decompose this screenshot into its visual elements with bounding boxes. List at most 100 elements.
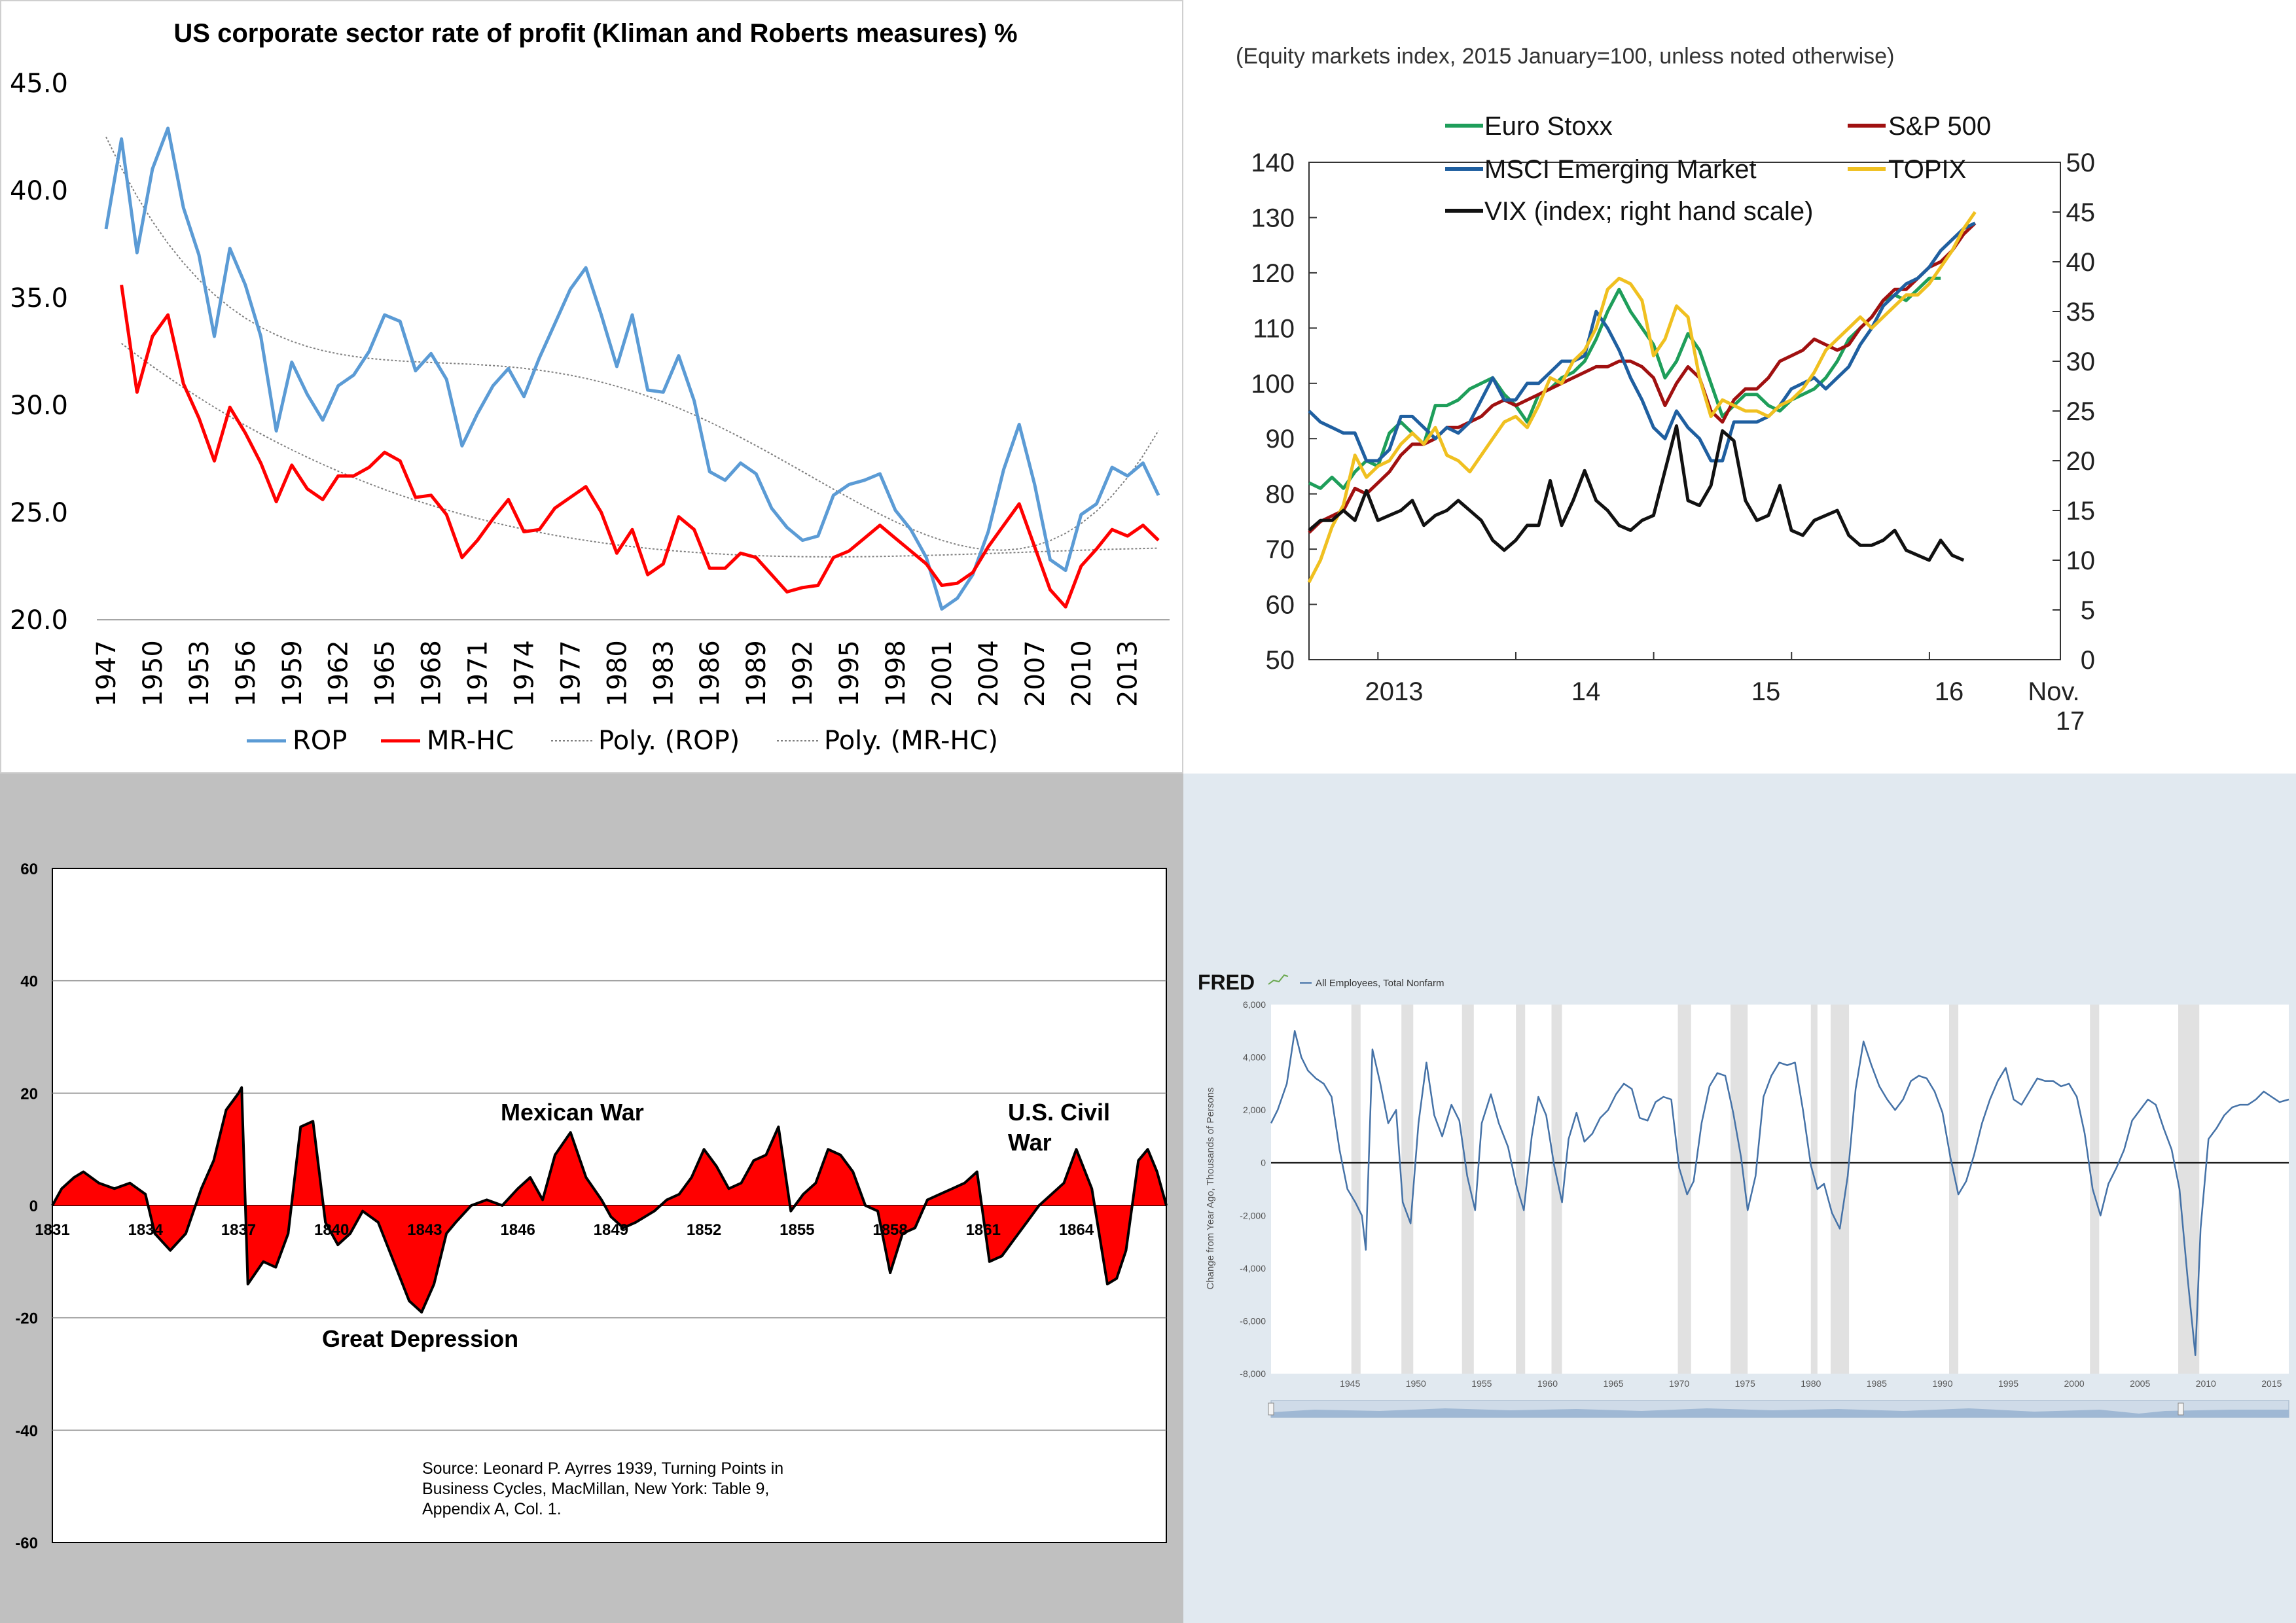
y-tick-label: 4,000 [1243,1052,1266,1063]
x-tick-label: 1947 [92,640,122,707]
chart-title: US corporate sector rate of profit (Klim… [173,19,1017,48]
x-tick-label: 1990 [1932,1378,1952,1389]
business-cycles-chart-panel: 60 40 20 0 -20 -40 -60 1831 1834 1837 1840 1843 184… [0,774,1183,1623]
recession-band [1677,1005,1691,1374]
y-tick-label: -40 [15,1422,38,1440]
rate-of-profit-chart-panel: US corporate sector rate of profit (Klim… [0,0,1183,774]
sp500-line [1308,222,1977,534]
fred-employment-chart-panel: FRED All Employees, Total Nonfarm 6,000 4… [1183,774,2296,1623]
x-axis-ticks: 1831 1834 1837 1840 1843 1846 1849 1852 1855 1858… [35,1221,1094,1239]
source-line-1: Source: Leonard P. Ayrres 1939, Turning … [422,1459,783,1478]
recession-band [1401,1005,1414,1374]
annotation-mexican-war: Mexican War [501,1099,644,1126]
y-tick-label: 2,000 [1243,1105,1266,1115]
trend-lines [105,136,1159,558]
fred-employment-chart: FRED All Employees, Total Nonfarm 6,000 4… [1198,971,2289,1418]
y-tick-label: 35.0 [10,283,68,313]
right-y-tick-label: 0 [2081,646,2095,675]
legend: ROP MR-HC Poly. (ROP) Poly. (MR-HC) [247,726,998,756]
data-lines [104,126,1160,611]
legend-label-mr-hc: MR-HC [427,726,514,756]
x-tick-label: 2005 [2130,1378,2150,1389]
x-tick-label: 2010 [1067,640,1097,707]
right-y-axis-ticks: 0 5 10 15 20 25 30 35 40 45 50 [2053,149,2095,675]
x-tick-label: 1986 [695,640,725,707]
legend-label-vix: VIX (index; right hand scale) [1484,197,1813,226]
y-tick-label: 130 [1251,204,1295,232]
x-tick-label: 1956 [231,640,261,707]
recession-band [1351,1005,1361,1374]
x-tick-label: 1960 [1537,1378,1558,1389]
y-tick-label: 70 [1266,535,1295,564]
x-tick-label: 1852 [687,1221,721,1239]
fred-logo-graph-icon [1268,974,1289,985]
y-tick-label: 6,000 [1243,999,1266,1010]
legend-label-poly-mr-hc: Poly. (MR-HC) [824,726,998,756]
x-tick-label: 1864 [1059,1221,1094,1239]
x-tick-label: 1953 [185,640,215,707]
y-tick-label: 120 [1251,259,1295,288]
x-tick-label: 1840 [314,1221,349,1239]
x-tick-label: 1858 [872,1221,907,1239]
x-tick-label: 1968 [417,640,447,707]
x-tick-label: 2015 [2261,1378,2282,1389]
equity-markets-chart: (Equity markets index, 2015 January=100,… [1236,44,2095,736]
x-tick-label: 2000 [2064,1378,2085,1389]
x-axis-ticks: 1945 1950 1955 1960 1965 1970 1975 1980 1985 1990… [1340,1378,2282,1389]
source-line-3: Appendix A, Col. 1. [422,1500,562,1518]
y-tick-label: -8,000 [1240,1368,1266,1379]
right-y-tick-label: 5 [2081,596,2095,625]
right-y-tick-label: 40 [2066,248,2096,277]
x-axis-ticks: 2013 14 15 16 Nov.17 [1365,652,2085,736]
recession-band [1516,1005,1526,1374]
range-navigator-sparkline [1271,1408,2289,1418]
x-tick-label: 1998 [881,640,911,707]
x-tick-label: 1955 [1471,1378,1492,1389]
rate-of-profit-chart: US corporate sector rate of profit (Klim… [10,19,1170,756]
y-tick-label: 20 [20,1085,38,1103]
right-y-tick-label: 25 [2066,397,2096,426]
range-handle-right[interactable] [2178,1402,2184,1416]
x-tick-label: 1965 [370,640,401,707]
x-tick-label: 1974 [509,640,539,707]
legend-label-poly-rop: Poly. (ROP) [598,726,740,756]
x-axis-ticks: 1947 1950 1953 1956 1959 1962 1965 1968 1971 1974… [92,640,1143,707]
y-tick-label: -4,000 [1240,1263,1266,1274]
x-tick-label: 17 [2056,707,2085,736]
x-tick-label: 1959 [278,640,308,707]
legend-series-name: All Employees, Total Nonfarm [1316,978,1444,989]
y-tick-label: 110 [1253,314,1295,343]
x-tick-label: 1980 [602,640,632,707]
y-tick-label: 140 [1251,149,1295,177]
x-tick-label: 1971 [463,640,493,707]
right-y-tick-label: 15 [2066,497,2096,526]
y-tick-label: 80 [1266,480,1295,509]
y-tick-label: 40 [20,973,38,991]
legend: Euro Stoxx S&P 500 MSCI Emerging Market … [1445,112,1991,226]
x-tick-label: 1995 [834,640,865,707]
legend-label-sp500: S&P 500 [1888,112,1991,141]
legend-label-topix: TOPIX [1888,155,1966,184]
chart-note: (Equity markets index, 2015 January=100,… [1236,44,1894,69]
y-axis-ticks: 6,000 4,000 2,000 0 -2,000 -4,000 -6,000 -8,000 [1240,999,1266,1379]
range-handle-left[interactable] [1268,1402,1274,1416]
business-cycles-chart: 60 40 20 0 -20 -40 -60 1831 1834 1837 1840 1843 184… [15,861,1168,1552]
annotation-great-depression: Great Depression [322,1325,518,1352]
x-tick-label: 1843 [407,1221,442,1239]
x-tick-label: 1837 [221,1221,256,1239]
x-tick-label: 16 [1935,677,1964,706]
y-tick-label: -20 [15,1310,38,1328]
x-tick-label: 1849 [594,1221,628,1239]
x-tick-label: 1980 [1801,1378,1821,1389]
x-tick-label: 2013 [1113,640,1143,707]
topix-line [1307,211,1977,583]
x-tick-label: 1985 [1867,1378,1887,1389]
recession-band [2090,1005,2100,1374]
msci-em-line [1308,221,1976,463]
y-axis-ticks: 20.0 25.0 30.0 35.0 40.0 45.0 [10,69,68,635]
x-tick-label: 2004 [974,640,1004,707]
right-y-tick-label: 30 [2066,348,2096,376]
x-tick-label: 1970 [1669,1378,1689,1389]
equity-markets-chart-panel: (Equity markets index, 2015 January=100,… [1183,0,2296,774]
recession-band [2178,1005,2200,1374]
